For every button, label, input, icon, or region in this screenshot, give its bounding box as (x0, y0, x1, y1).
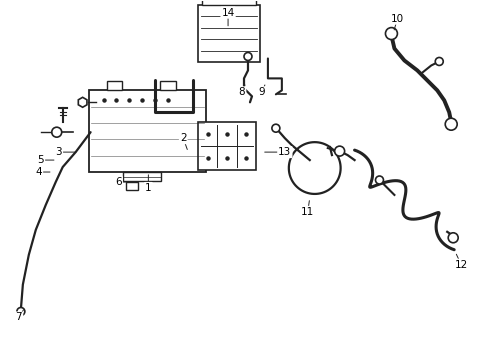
Polygon shape (78, 97, 87, 107)
Text: 8: 8 (239, 87, 245, 97)
Circle shape (375, 176, 384, 184)
Text: 4: 4 (35, 167, 42, 177)
Bar (198, 122, 256, 170)
Text: 1: 1 (145, 183, 152, 193)
Circle shape (448, 233, 458, 243)
Text: 10: 10 (391, 14, 404, 24)
Circle shape (244, 53, 252, 60)
Text: 3: 3 (55, 147, 62, 157)
Circle shape (52, 127, 62, 137)
Text: 7: 7 (16, 312, 22, 323)
Circle shape (445, 118, 457, 130)
Bar (123, 172, 161, 181)
Bar (202, 0, 256, 5)
Circle shape (272, 124, 280, 132)
Bar (89, 90, 206, 172)
Text: 2: 2 (180, 133, 187, 143)
Text: 11: 11 (301, 207, 315, 217)
Bar (198, 5, 260, 62)
Bar (106, 81, 122, 90)
Text: 12: 12 (455, 260, 468, 270)
Bar (160, 81, 176, 90)
Circle shape (435, 58, 443, 66)
Circle shape (335, 146, 344, 156)
Text: 5: 5 (37, 155, 44, 165)
Text: 13: 13 (278, 147, 292, 157)
Text: 9: 9 (259, 87, 265, 97)
Circle shape (386, 28, 397, 40)
Text: 14: 14 (221, 8, 235, 18)
Circle shape (17, 307, 25, 315)
Bar (126, 182, 138, 190)
Text: 6: 6 (115, 177, 122, 187)
